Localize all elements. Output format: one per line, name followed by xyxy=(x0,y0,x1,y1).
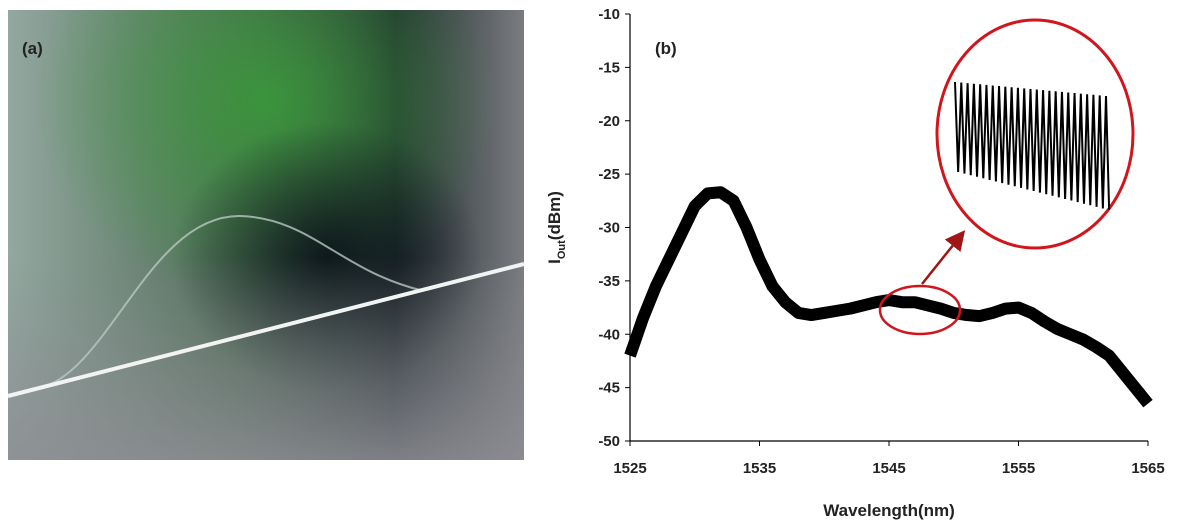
y-tick-label: -35 xyxy=(598,273,620,290)
y-tick-label: -50 xyxy=(598,433,620,450)
photo: (a) xyxy=(7,10,525,460)
x-tick-label: 1525 xyxy=(613,460,646,477)
chart: -10 -15 -20 -25 -30 -35 -40 -45 -50 1525 1535 1545 1… xyxy=(545,6,1165,520)
y-axis-label-part: Out xyxy=(556,240,568,259)
photo-label: (a) xyxy=(22,39,43,58)
y-tick-label: -10 xyxy=(598,6,620,23)
y-axis-label: IOut(dBm) xyxy=(545,191,568,264)
x-tick-label: 1555 xyxy=(1002,460,1035,477)
y-tick-label: -20 xyxy=(598,113,620,130)
y-tick-label: -45 xyxy=(598,380,620,397)
x-axis-label: Wavelength(nm) xyxy=(823,501,955,520)
inset-zoom xyxy=(954,81,1111,211)
x-tick-label: 1545 xyxy=(872,460,905,477)
arrow xyxy=(921,230,966,285)
data-line xyxy=(624,186,1153,408)
y-tick-label: -25 xyxy=(598,166,620,183)
x-tick-label: 1535 xyxy=(743,460,776,477)
y-axis-label-part: (dBm) xyxy=(545,191,564,240)
y-axis-label-part: I xyxy=(545,259,564,264)
y-tick-label: -30 xyxy=(598,220,620,237)
x-tick-label: 1565 xyxy=(1131,460,1164,477)
panel-label: (b) xyxy=(655,39,677,58)
y-tick-label: -40 xyxy=(598,326,620,343)
highlight-ellipse xyxy=(878,284,962,336)
y-tick-label: -15 xyxy=(598,59,620,76)
